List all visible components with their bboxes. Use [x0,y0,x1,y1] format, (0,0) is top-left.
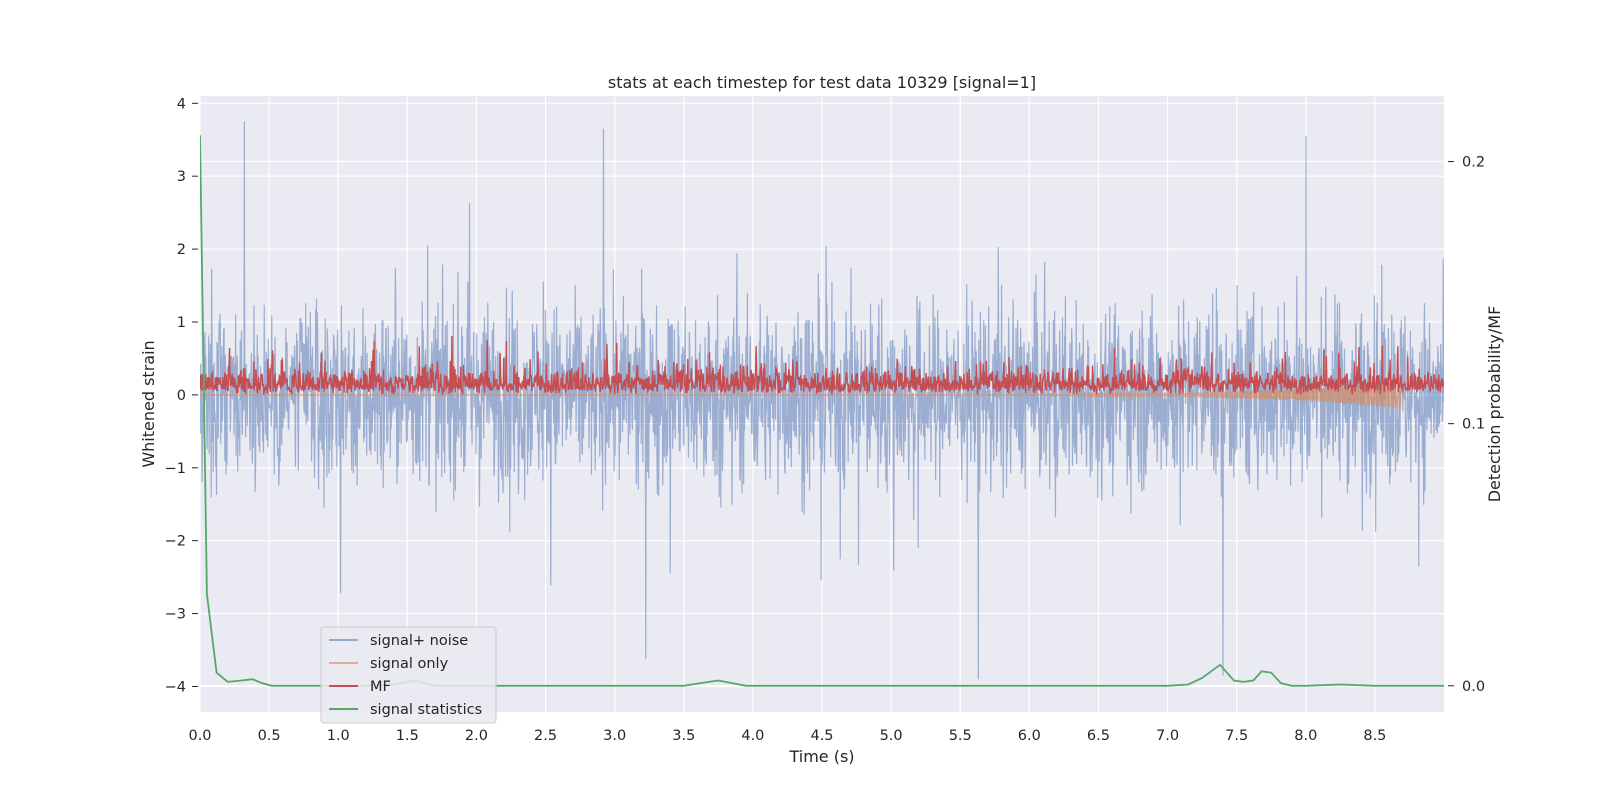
legend-label-signal-only: signal only [370,656,449,672]
legend-box [320,626,497,724]
y2-axis-label: Detection probability/MF [1485,306,1504,503]
series-signal-statistics [200,135,1444,687]
x-tick-label: 5.5 [949,728,972,744]
legend-label-signal-noise: signal+ noise [370,633,468,649]
x-tick-label: 3.5 [672,728,695,744]
x-tick-label: 7.0 [1156,728,1179,744]
x-tick-label: 1.5 [396,728,419,744]
legend: signal+ noise signal only MF signal stat… [320,626,497,724]
y2-tick-label: 0.2 [1462,155,1485,171]
x-tick-label: 8.0 [1294,728,1317,744]
x-tick-label: 8.5 [1363,728,1386,744]
x-tick-label: 6.0 [1018,728,1041,744]
x-tick-label: 4.0 [741,728,764,744]
legend-label-signal-statistics: signal statistics [370,702,482,718]
x-tick-label: 4.5 [810,728,833,744]
x-tick-label: 1.0 [327,728,350,744]
tick-labels: 0.0 0.5 1.0 1.5 2.0 2.5 3.0 3.5 4.0 4.5 5.0 5.5 6.0 6… [165,96,1485,744]
x-tick-label: 7.5 [1225,728,1248,744]
x-tick-label: 2.0 [465,728,488,744]
series-layer [200,121,1444,687]
x-tick-label: 6.5 [1087,728,1110,744]
series-signal-only [200,380,1404,409]
x-tick-label: 5.0 [880,728,903,744]
x-axis-label: Time (s) [788,747,854,766]
y-tick-label: 0 [177,388,186,404]
series-mf [200,336,1444,397]
y-tick-label: −4 [165,679,186,695]
series-signal-noise [200,121,1444,680]
chart-title: stats at each timestep for test data 103… [608,73,1036,92]
x-tick-label: 0.0 [188,728,211,744]
y-tick-label: −3 [165,607,186,623]
x-tick-label: 2.5 [534,728,557,744]
y-tick-label: 3 [177,169,186,185]
y-tick-label: −1 [165,461,186,477]
y-tick-label: 2 [177,242,186,258]
y2-tick-label: 0.0 [1462,679,1485,695]
x-tick-label: 3.0 [603,728,626,744]
y-tick-label: −2 [165,534,186,550]
y-tick-label: 4 [177,96,186,112]
legend-label-mf: MF [370,679,391,695]
y-axis-label: Whitened strain [139,340,158,467]
y2-tick-label: 0.1 [1462,417,1485,433]
y-tick-label: 1 [177,315,186,331]
x-tick-label: 0.5 [258,728,281,744]
